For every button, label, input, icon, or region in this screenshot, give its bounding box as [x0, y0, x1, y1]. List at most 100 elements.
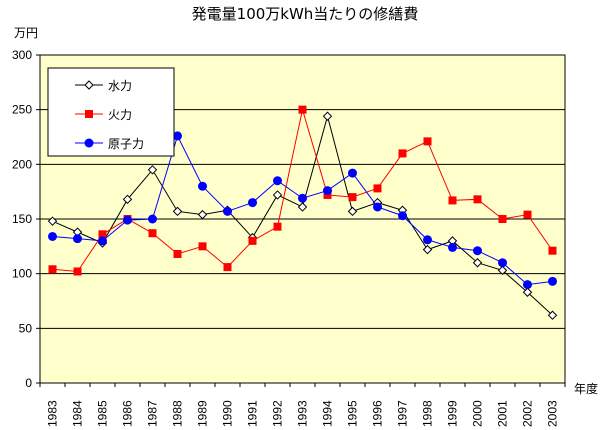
x-tick-label: 1988	[171, 400, 185, 427]
y-tick-label: 200	[12, 157, 32, 171]
data-point	[423, 235, 432, 245]
x-tick-label: 2003	[546, 400, 560, 427]
x-tick-label: 1987	[146, 400, 160, 427]
legend-label: 火力	[108, 108, 132, 122]
y-axis-ticks: 0 50 100 150 200 250 300	[12, 48, 40, 390]
x-tick-label: 2000	[471, 400, 485, 427]
legend-box	[47, 67, 175, 157]
data-point	[348, 193, 357, 202]
data-point	[298, 193, 307, 203]
y-axis-unit: 万円	[14, 26, 38, 40]
data-point	[322, 111, 333, 121]
data-point	[523, 280, 532, 290]
legend-marker	[84, 80, 94, 90]
data-point	[73, 234, 82, 244]
y-tick-label: 0	[25, 376, 32, 390]
data-point	[198, 242, 207, 251]
data-point	[347, 206, 358, 217]
legend-label: 水力	[108, 79, 132, 93]
data-point	[448, 242, 457, 252]
data-point	[223, 263, 232, 272]
data-point	[173, 131, 182, 141]
x-tick-label: 1993	[296, 400, 310, 427]
plot-border	[39, 54, 566, 384]
x-tick-label: 1986	[121, 400, 135, 427]
legend-marker	[85, 110, 93, 118]
series-0	[47, 111, 558, 320]
data-point	[272, 190, 283, 200]
y-tick-label: 100	[12, 267, 32, 281]
x-tick-label: 1991	[246, 400, 260, 427]
data-point	[348, 168, 357, 178]
data-point	[297, 202, 308, 212]
data-point	[123, 215, 132, 225]
legend-marker	[84, 138, 94, 148]
data-point	[148, 214, 157, 224]
x-tick-label: 1997	[396, 400, 410, 427]
data-point	[298, 105, 307, 114]
x-tick-label: 2001	[496, 400, 510, 427]
data-point	[547, 310, 558, 320]
data-point	[398, 149, 407, 158]
x-axis-ticks: 1983 1984 1985 1986 1987 1988 1989 1990 1991 1992…	[39, 383, 566, 427]
data-point	[73, 267, 82, 276]
data-point	[473, 195, 482, 204]
data-point	[248, 236, 257, 245]
x-axis-label: 年度	[574, 381, 598, 396]
legend-item: 水力	[75, 79, 132, 93]
data-point	[497, 265, 508, 276]
data-point	[373, 202, 382, 212]
data-point	[98, 236, 107, 246]
data-point	[47, 216, 58, 226]
data-point	[472, 258, 483, 268]
data-point	[448, 196, 457, 205]
data-point	[498, 215, 507, 223]
data-point	[273, 222, 282, 231]
data-point	[522, 287, 533, 297]
legend-label: 原子力	[108, 137, 144, 151]
y-tick-label: 300	[12, 48, 32, 62]
data-point	[473, 246, 482, 256]
data-point	[422, 244, 433, 255]
data-point	[423, 137, 432, 146]
data-point	[398, 211, 407, 221]
x-tick-label: 1998	[421, 400, 435, 427]
x-tick-label: 1996	[371, 400, 385, 427]
data-point	[48, 231, 57, 241]
x-tick-label: 1983	[46, 400, 60, 427]
series-2	[48, 131, 557, 290]
data-point	[548, 276, 557, 286]
data-point	[197, 209, 208, 220]
x-tick-label: 1995	[346, 400, 360, 427]
x-tick-label: 2002	[521, 400, 535, 427]
y-tick-label: 50	[19, 321, 33, 335]
data-point	[147, 165, 158, 175]
data-point	[248, 198, 257, 208]
data-point	[223, 206, 232, 216]
data-point	[148, 229, 157, 238]
data-point	[373, 184, 382, 193]
data-point	[172, 206, 183, 217]
data-point	[173, 249, 182, 258]
data-point	[48, 265, 57, 274]
data-point	[548, 246, 557, 255]
x-tick-label: 1999	[446, 400, 460, 427]
legend-item: 原子力	[75, 137, 144, 151]
data-point	[122, 194, 133, 205]
y-tick-label: 250	[12, 103, 32, 117]
x-tick-label: 1989	[196, 400, 210, 427]
data-point	[498, 258, 507, 268]
x-tick-label: 1985	[96, 400, 110, 427]
data-point	[323, 186, 332, 196]
x-tick-label: 1992	[271, 400, 285, 427]
y-tick-label: 150	[12, 212, 32, 226]
data-point	[273, 176, 282, 186]
x-tick-label: 1990	[221, 400, 235, 427]
legend-item: 火力	[75, 108, 132, 122]
data-point	[98, 230, 107, 239]
data-point	[198, 181, 207, 191]
chart-title: 発電量100万kWh当たりの修繕費	[192, 5, 419, 23]
x-tick-label: 1994	[321, 400, 335, 427]
